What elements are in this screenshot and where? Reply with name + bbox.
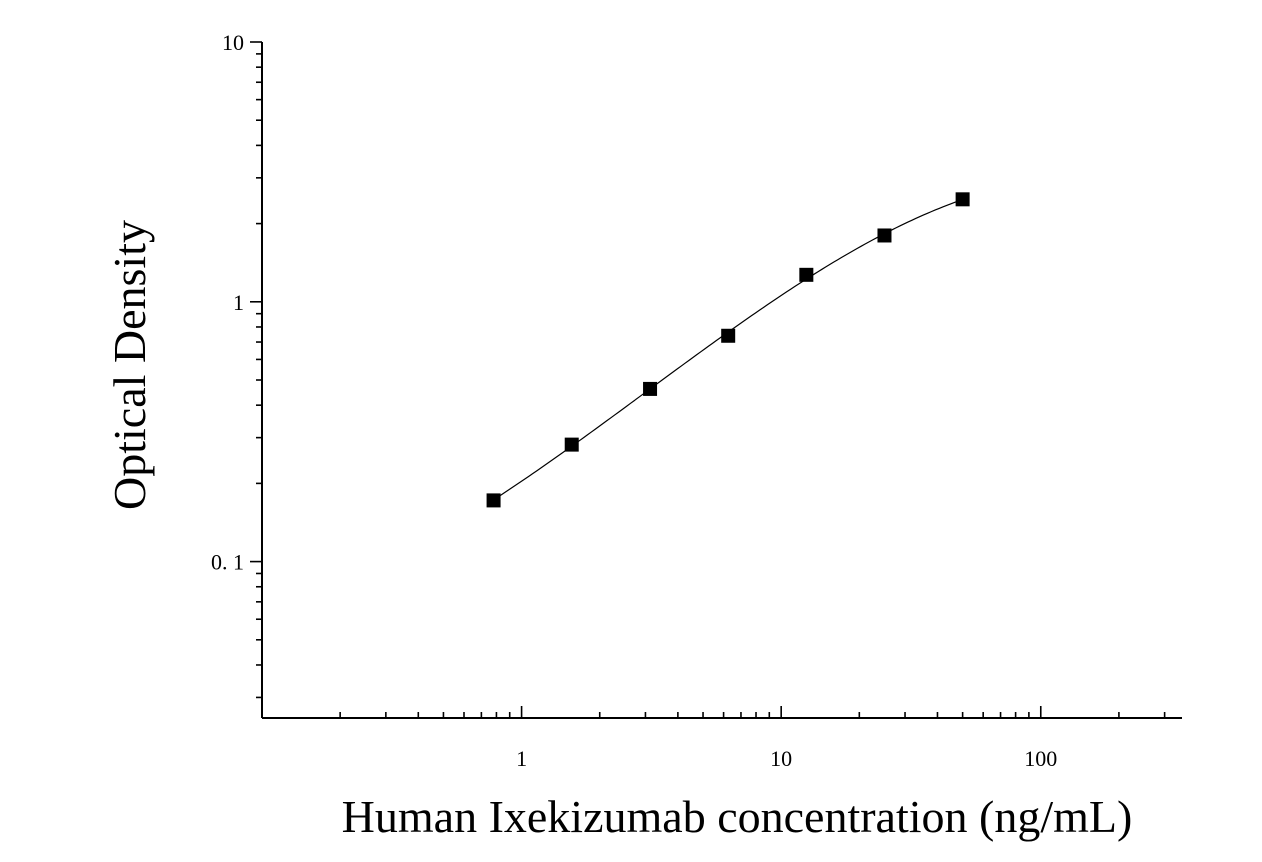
data-point <box>799 267 814 282</box>
axes: 0. 1 1 10 1 10 100 <box>211 30 1182 771</box>
y-tick-label: 1 <box>233 290 244 315</box>
data-point <box>643 381 658 396</box>
data-point <box>955 192 970 207</box>
fit-curve <box>493 198 963 501</box>
y-tick-label: 0. 1 <box>211 550 244 575</box>
data-point <box>877 228 892 243</box>
data-point <box>486 493 501 508</box>
data-point <box>564 437 579 452</box>
x-tick-label: 1 <box>516 746 527 771</box>
x-axis-title: Human Ixekizumab concentration (ng/mL) <box>342 791 1133 842</box>
y-axis-title: Optical Density <box>104 220 155 510</box>
y-tick-label: 10 <box>222 30 244 55</box>
data-point <box>721 328 736 343</box>
x-tick-label: 100 <box>1024 746 1057 771</box>
fit-curve-layer <box>493 198 963 501</box>
data-points <box>486 192 970 508</box>
x-tick-label: 10 <box>770 746 792 771</box>
